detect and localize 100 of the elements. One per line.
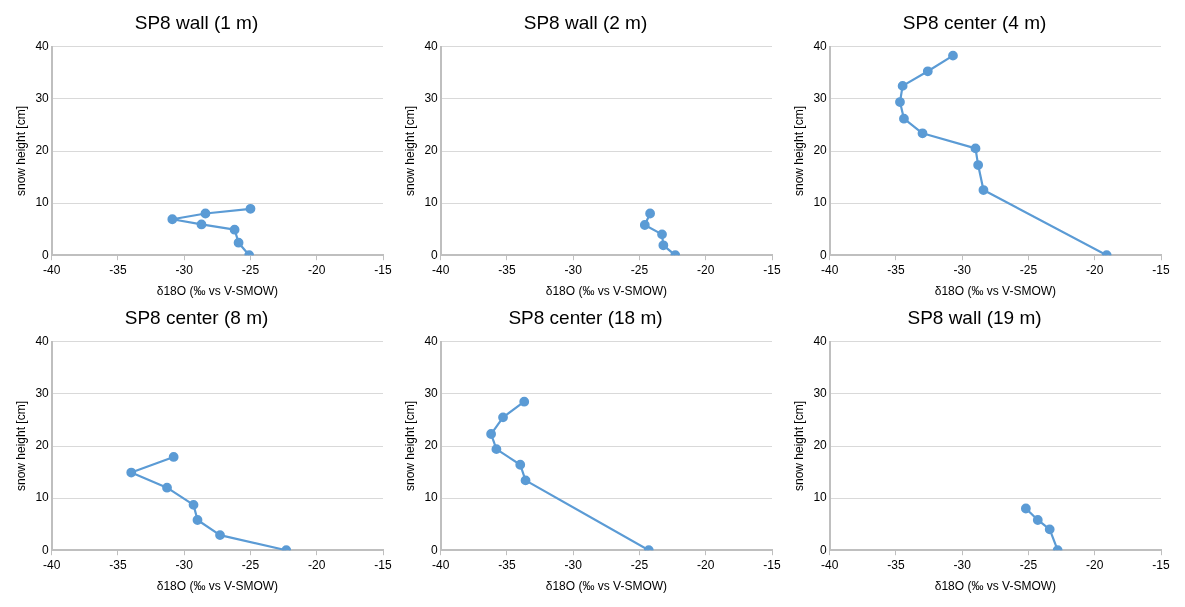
x-axis-title: δ18O (‰ vs V-SMOW) [156, 284, 279, 299]
x-tick-label: -25 [1019, 262, 1038, 277]
y-tick-label: 10 [813, 490, 828, 505]
x-tick-label: -15 [1152, 557, 1170, 572]
x-tick-label: -35 [109, 262, 127, 277]
y-tick-label: 40 [813, 39, 828, 54]
x-tick-label: -35 [109, 557, 127, 572]
x-tick-label: -35 [498, 557, 516, 572]
x-tick-label: -20 [697, 262, 715, 277]
point [162, 482, 172, 493]
y-tick-label: 40 [35, 39, 50, 54]
point [973, 160, 984, 170]
point [899, 113, 909, 124]
point [657, 229, 667, 240]
x-tick-label: -25 [630, 262, 649, 277]
x-tick-label: -40 [821, 262, 839, 277]
point [515, 459, 526, 470]
point [168, 452, 179, 462]
x-tick-label: -20 [308, 262, 326, 277]
y-axis-title: snow height [cm] [13, 400, 28, 492]
y-tick-label: 40 [813, 334, 828, 349]
x-tick-label: -20 [697, 557, 715, 572]
x-tick-label: -30 [953, 557, 972, 572]
x-tick-label: -15 [374, 262, 392, 277]
y-tick-label: 20 [35, 143, 50, 158]
y-axis-title: snow height [cm] [791, 400, 806, 492]
x-tick-label: -40 [432, 557, 450, 572]
y-tick-label: 20 [813, 143, 828, 158]
point [498, 412, 508, 423]
x-tick-label: -25 [241, 262, 260, 277]
y-tick-label: 20 [424, 438, 439, 453]
x-tick-label: -20 [1086, 262, 1104, 277]
point [658, 240, 669, 251]
point [978, 185, 989, 195]
y-tick-label: 10 [424, 490, 439, 505]
point [491, 444, 502, 455]
point [215, 530, 225, 540]
point [948, 50, 958, 61]
y-tick-label: 0 [42, 247, 50, 262]
y-tick-label: 0 [431, 247, 439, 262]
x-tick-label: -15 [374, 557, 392, 572]
x-tick-label: -40 [821, 557, 839, 572]
x-tick-label: -15 [763, 557, 781, 572]
point [639, 220, 650, 230]
point [126, 467, 137, 478]
y-tick-label: 30 [813, 91, 828, 106]
point [520, 475, 531, 486]
point [188, 499, 199, 510]
y-tick-label: 30 [424, 386, 439, 401]
x-tick-label: -35 [498, 262, 516, 277]
x-tick-label: -20 [308, 557, 326, 572]
x-axis-title: δ18O (‰ vs V-SMOW) [934, 579, 1057, 594]
y-tick-label: 30 [813, 386, 828, 401]
y-tick-label: 0 [820, 247, 828, 262]
y-axis-title: snow height [cm] [402, 105, 417, 197]
y-axis-title: snow height [cm] [13, 105, 28, 197]
y-tick-label: 10 [35, 490, 50, 505]
x-tick-label: -30 [564, 262, 583, 277]
x-tick-label: -20 [1086, 557, 1104, 572]
x-tick-label: -30 [953, 262, 972, 277]
point [645, 208, 655, 219]
x-axis-title: δ18O (‰ vs V-SMOW) [934, 284, 1057, 299]
point [917, 128, 928, 139]
y-tick-label: 30 [35, 386, 50, 401]
chart-title: SP8 center (18 m) [508, 306, 663, 328]
point [486, 429, 496, 439]
point [519, 396, 530, 407]
y-tick-label: 20 [813, 438, 828, 453]
x-tick-label: -25 [241, 557, 260, 572]
x-tick-label: -25 [1019, 557, 1038, 572]
point [922, 66, 933, 77]
x-tick-label: -30 [175, 557, 194, 572]
y-tick-label: 40 [424, 334, 439, 349]
y-tick-label: 30 [35, 91, 50, 106]
x-axis-title: δ18O (‰ vs V-SMOW) [545, 284, 668, 299]
x-tick-label: -40 [432, 262, 450, 277]
x-tick-label: -15 [1152, 262, 1170, 277]
x-tick-label: -25 [630, 557, 649, 572]
x-tick-label: -30 [564, 557, 583, 572]
x-axis-title: δ18O (‰ vs V-SMOW) [545, 579, 668, 594]
x-axis-title: δ18O (‰ vs V-SMOW) [156, 579, 279, 594]
x-tick-label: -35 [887, 557, 905, 572]
y-tick-label: 20 [35, 438, 50, 453]
chart-title: SP8 center (8 m) [124, 306, 269, 328]
y-tick-label: 30 [424, 91, 439, 106]
y-tick-label: 10 [35, 195, 50, 210]
x-tick-label: -15 [763, 262, 781, 277]
y-tick-label: 40 [35, 334, 50, 349]
point [895, 97, 905, 107]
chart-title: SP8 wall (2 m) [523, 11, 648, 33]
y-tick-label: 0 [820, 542, 828, 557]
y-tick-label: 0 [431, 542, 439, 557]
point [897, 80, 908, 91]
point [970, 143, 981, 154]
x-tick-label: -35 [887, 262, 905, 277]
chart-title: SP8 wall (19 m) [907, 306, 1042, 328]
y-axis-title: snow height [cm] [402, 400, 417, 492]
x-tick-label: -40 [43, 262, 61, 277]
point [192, 515, 203, 525]
chart-title: SP8 center (4 m) [902, 11, 1047, 33]
